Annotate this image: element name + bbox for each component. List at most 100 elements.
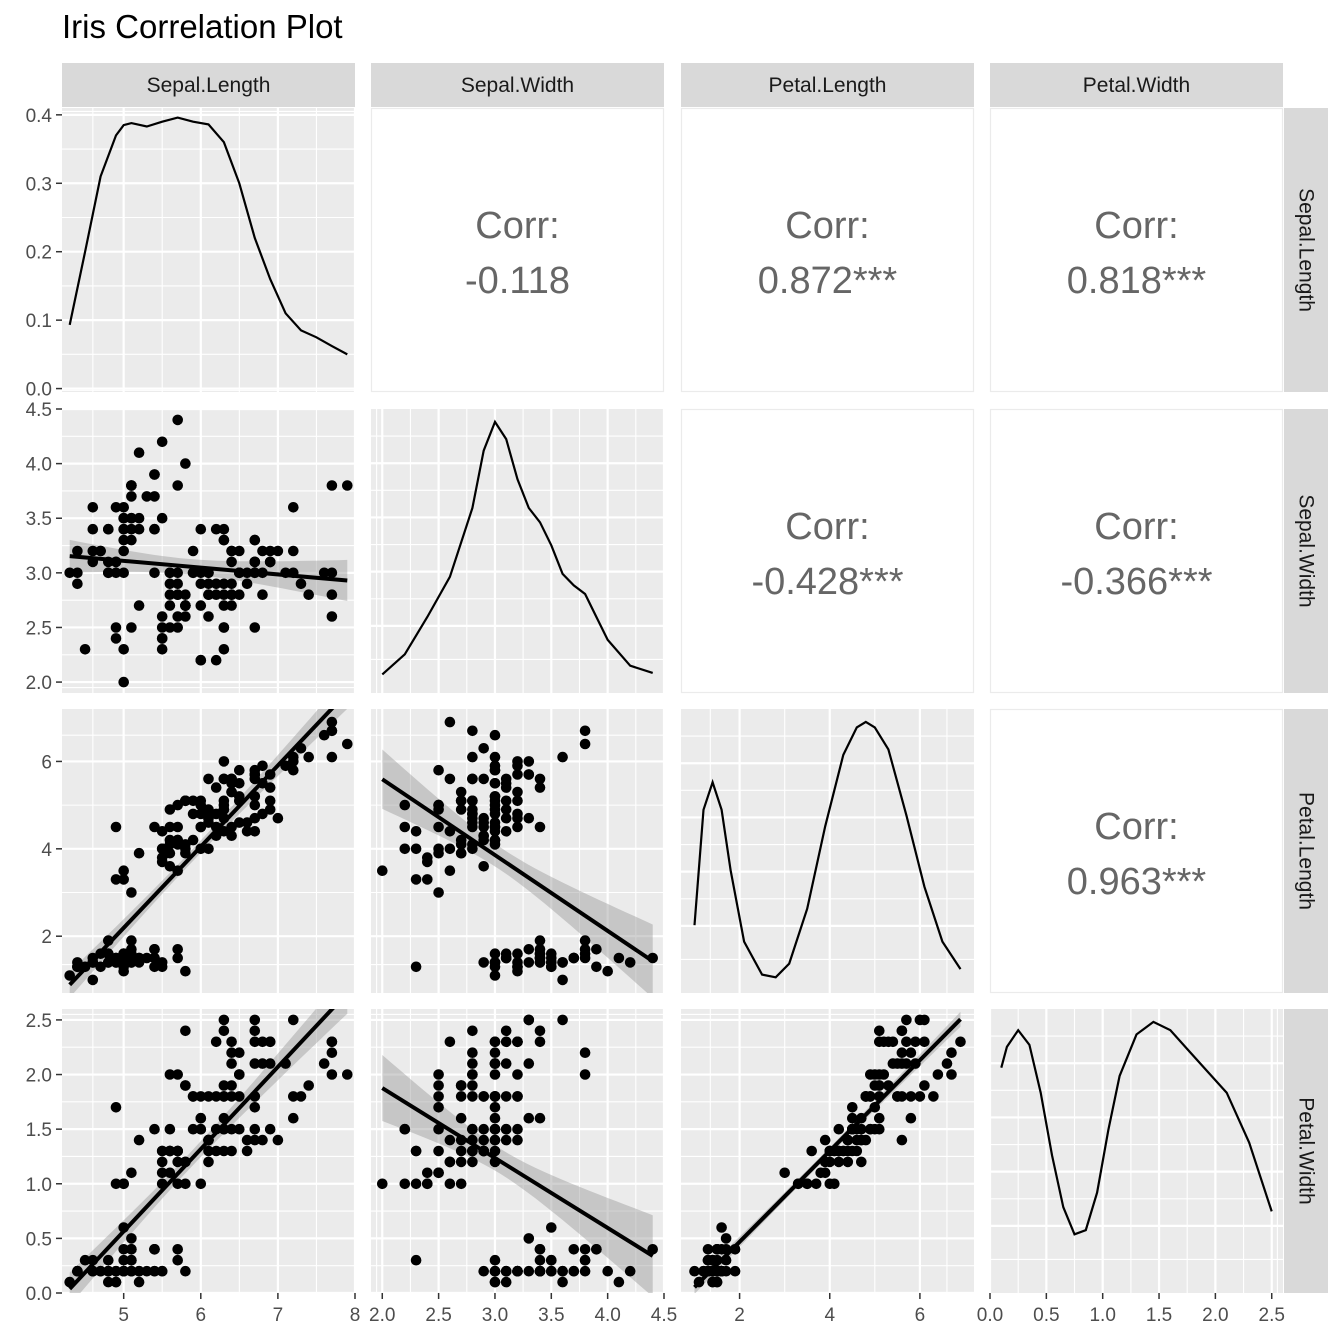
data-point bbox=[133, 447, 145, 459]
data-point bbox=[156, 1167, 168, 1179]
data-point bbox=[172, 1178, 183, 1190]
data-point bbox=[257, 545, 268, 557]
data-point bbox=[203, 773, 214, 785]
data-point bbox=[126, 887, 137, 898]
x-tick-label: 1.0 bbox=[1089, 1305, 1115, 1326]
data-point bbox=[133, 523, 145, 535]
data-point bbox=[103, 1254, 114, 1266]
data-point bbox=[433, 843, 444, 855]
data-point bbox=[126, 948, 137, 959]
data-point bbox=[249, 1134, 261, 1146]
data-point bbox=[702, 1244, 714, 1255]
data-point bbox=[288, 1091, 299, 1102]
data-point bbox=[422, 1178, 433, 1190]
data-point bbox=[64, 567, 75, 579]
data-point bbox=[118, 948, 129, 959]
data-point bbox=[326, 589, 338, 600]
data-point bbox=[195, 808, 207, 820]
data-point bbox=[234, 1069, 245, 1080]
data-point bbox=[257, 1058, 268, 1069]
data-point bbox=[226, 1145, 237, 1157]
top-strip bbox=[371, 63, 664, 107]
x-tick-label: 0.5 bbox=[1033, 1305, 1059, 1326]
data-point bbox=[103, 523, 114, 535]
data-point bbox=[500, 952, 512, 964]
data-point bbox=[444, 1156, 456, 1168]
data-point bbox=[226, 830, 237, 841]
data-point bbox=[172, 1145, 183, 1157]
regression-line bbox=[69, 554, 348, 583]
data-point bbox=[126, 1265, 137, 1277]
top-strip-label: Sepal.Length bbox=[147, 74, 271, 97]
data-point bbox=[257, 589, 268, 600]
data-point bbox=[591, 1244, 602, 1255]
data-point bbox=[433, 1091, 444, 1102]
data-point bbox=[195, 1091, 207, 1102]
data-point bbox=[557, 1265, 568, 1277]
data-point bbox=[512, 1069, 523, 1080]
data-point bbox=[234, 764, 245, 776]
x-tick-label: 3.5 bbox=[538, 1305, 564, 1326]
data-point bbox=[164, 622, 176, 633]
data-point bbox=[210, 523, 222, 535]
y-tick-label: 0.3 bbox=[26, 174, 52, 195]
data-point bbox=[579, 1265, 591, 1277]
data-point bbox=[257, 808, 268, 820]
data-point bbox=[523, 1058, 535, 1069]
data-point bbox=[467, 1025, 478, 1037]
data-point bbox=[172, 1254, 183, 1266]
density-curve bbox=[1000, 1020, 1273, 1236]
data-point bbox=[819, 1134, 831, 1146]
data-point bbox=[946, 1047, 957, 1058]
data-point bbox=[467, 795, 478, 807]
data-point bbox=[523, 1112, 535, 1124]
data-point bbox=[500, 795, 512, 807]
data-point bbox=[847, 1102, 858, 1113]
data-point bbox=[546, 961, 557, 973]
data-point bbox=[110, 874, 122, 885]
data-point bbox=[489, 1123, 501, 1135]
data-point bbox=[856, 1156, 867, 1168]
data-point bbox=[226, 1047, 237, 1058]
data-point bbox=[249, 1058, 261, 1069]
data-point bbox=[806, 1145, 817, 1157]
data-point bbox=[303, 589, 315, 600]
data-point bbox=[534, 773, 546, 785]
corr-value: -0.366*** bbox=[1060, 561, 1212, 603]
data-point bbox=[110, 1102, 122, 1113]
data-point bbox=[467, 1145, 478, 1157]
data-point bbox=[156, 622, 168, 633]
y-tick-label: 4.0 bbox=[26, 455, 52, 476]
data-point bbox=[187, 808, 199, 820]
top-strip bbox=[681, 63, 974, 107]
data-point bbox=[422, 856, 433, 868]
data-point bbox=[500, 1091, 512, 1102]
data-point bbox=[478, 773, 490, 785]
data-point bbox=[218, 600, 230, 611]
data-point bbox=[126, 523, 137, 535]
y-tick-label: 3.0 bbox=[26, 564, 52, 585]
data-point bbox=[801, 1178, 813, 1190]
data-point bbox=[707, 1254, 718, 1266]
data-point bbox=[164, 600, 176, 611]
data-point bbox=[164, 1145, 176, 1157]
data-point bbox=[164, 1069, 176, 1080]
data-point bbox=[210, 1036, 222, 1048]
data-point bbox=[226, 786, 237, 798]
data-point bbox=[878, 1036, 890, 1048]
data-point bbox=[928, 1091, 939, 1102]
x-tick-label: 4.5 bbox=[651, 1305, 677, 1326]
data-point bbox=[180, 1025, 191, 1037]
data-point bbox=[896, 1047, 908, 1058]
data-point bbox=[218, 1091, 230, 1102]
data-point bbox=[455, 1080, 467, 1091]
data-point bbox=[164, 1167, 176, 1179]
data-point bbox=[172, 480, 183, 491]
data-point bbox=[218, 523, 230, 535]
data-point bbox=[455, 1156, 467, 1168]
data-point bbox=[234, 1123, 245, 1135]
data-point bbox=[164, 578, 176, 590]
data-point bbox=[203, 817, 214, 828]
data-point bbox=[467, 773, 478, 785]
data-point bbox=[149, 1265, 160, 1277]
